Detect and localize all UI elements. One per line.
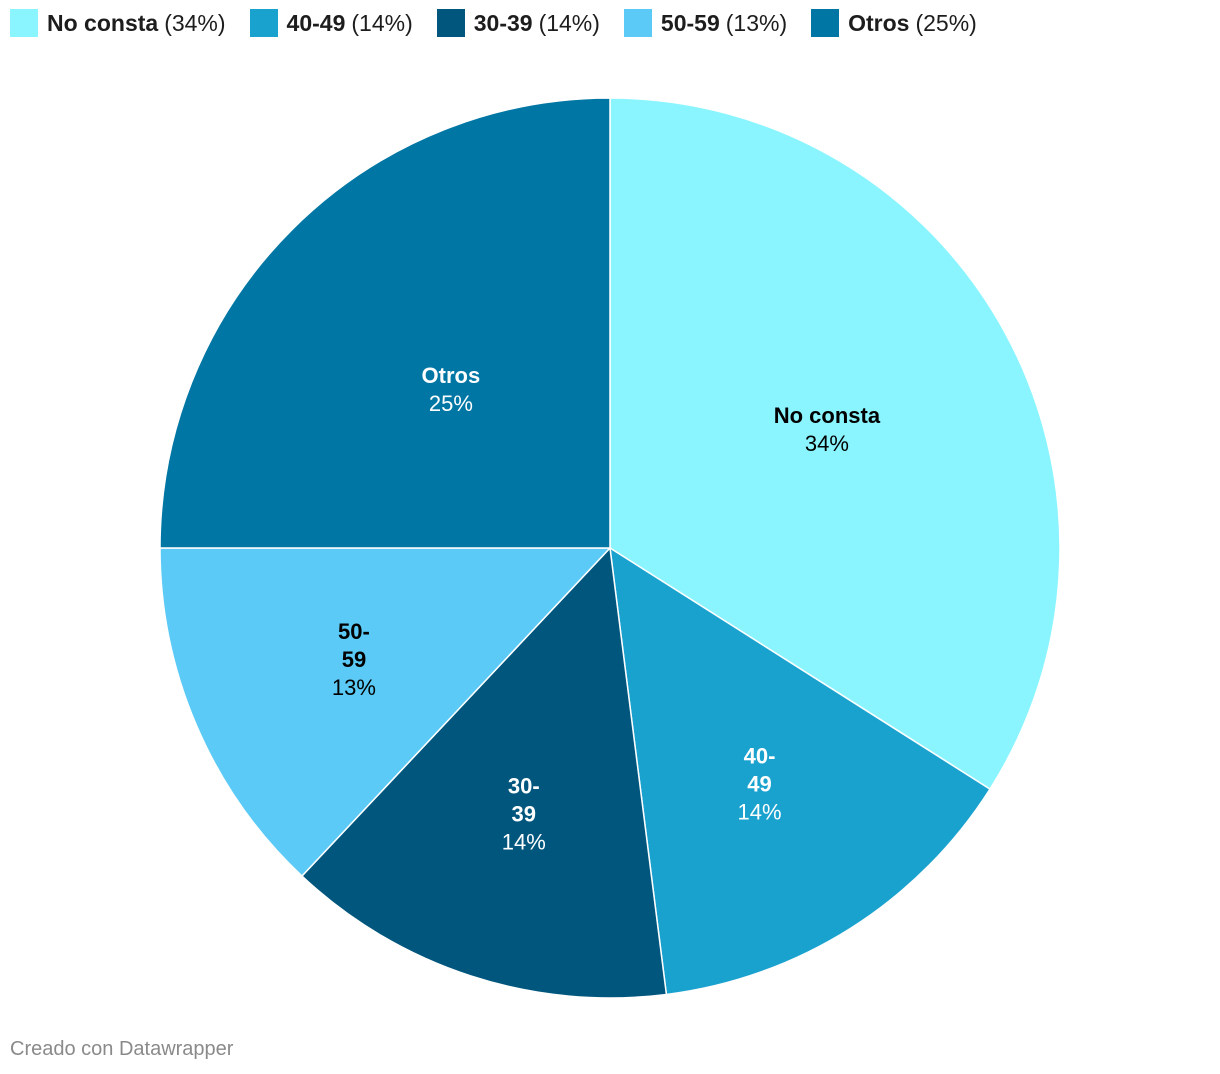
pie-slice	[300, 546, 668, 999]
legend-label: No consta	[47, 10, 159, 36]
slice-label: Otros	[422, 363, 481, 388]
slice-label: 59	[342, 647, 366, 672]
legend-label: 30-39	[473, 10, 533, 36]
pie-slice	[159, 97, 611, 549]
slice-value-label: 34%	[805, 431, 849, 456]
slice-value-label: 14%	[502, 829, 546, 854]
pie-slice	[609, 97, 1061, 791]
legend-swatch	[811, 9, 840, 37]
legend-item: No consta (34%)	[10, 8, 226, 38]
legend-label: 40-49	[286, 10, 346, 36]
pie-slice	[609, 546, 991, 996]
legend-value: (34%)	[164, 10, 226, 36]
slice-value-label: 25%	[429, 391, 473, 416]
slice-label: 39	[512, 801, 536, 826]
legend-swatch	[10, 9, 38, 37]
legend-value: (14%)	[538, 10, 600, 36]
slice-label: 50-	[338, 619, 370, 644]
legend-value: (25%)	[915, 10, 977, 36]
slice-value-label: 13%	[332, 675, 376, 700]
legend-swatch	[623, 9, 652, 37]
slice-label: No consta	[774, 403, 881, 428]
chart-legend: No consta (34%) 40-49 (14%) 30-39 (14%) 50-59(…	[10, 8, 1001, 38]
slice-value-label: 14%	[737, 800, 781, 825]
legend-swatch	[436, 9, 465, 37]
legend-value: (13%)	[725, 10, 788, 36]
legend-swatch	[249, 9, 278, 37]
slice-label: 30-	[508, 773, 540, 798]
slice-label: 49	[747, 772, 771, 797]
legend-item: 30-39 (14%)	[436, 8, 600, 38]
legend-item: 40-49 (14%)	[249, 8, 413, 38]
slice-label: 40-	[744, 744, 776, 769]
legend-value: (14%)	[351, 10, 413, 36]
legend-label: Otros	[848, 10, 910, 36]
legend-item: Otros (25%)	[811, 8, 977, 38]
pie-slice	[159, 547, 612, 878]
legend-item: 50-59 (13%)	[623, 8, 788, 38]
credit-text: Creado con Datawrapper	[10, 1038, 234, 1060]
legend-label: 50-59	[660, 10, 720, 36]
